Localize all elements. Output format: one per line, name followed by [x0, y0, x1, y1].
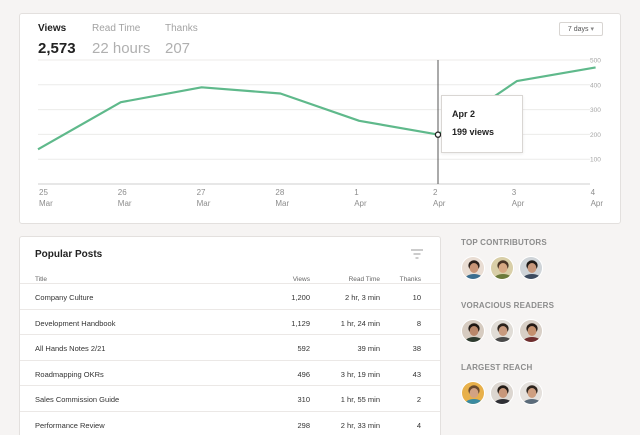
x-tick-label-day: 26 — [118, 188, 127, 197]
metric-read-time[interactable]: Read Time 22 hours — [92, 23, 150, 57]
column-header-thanks[interactable]: Thanks — [399, 276, 421, 283]
avatar[interactable] — [519, 381, 543, 405]
chevron-down-icon: ▾ — [590, 26, 595, 33]
post-views: 1,200 — [291, 293, 310, 302]
sidebar-section-title: VORACIOUS READERS — [461, 301, 555, 310]
chart-tooltip: Apr 2 199 views — [441, 95, 523, 153]
metric-views[interactable]: Views 2,573 — [38, 23, 76, 57]
avatar[interactable] — [490, 381, 514, 405]
table-header: Title Views Read Time Thanks — [20, 267, 440, 292]
x-tick-label-month: Mar — [118, 199, 132, 208]
post-read-time: 3 hr, 19 min — [340, 369, 380, 379]
y-axis-ticks: 100 200 300 400 500 — [590, 58, 601, 164]
avatar[interactable] — [519, 256, 543, 280]
x-tick-label-month: Apr — [591, 199, 604, 208]
series-points — [434, 131, 442, 138]
avatar[interactable] — [490, 319, 514, 343]
post-thanks: 8 — [416, 318, 421, 328]
x-tick-label-month: Apr — [354, 199, 367, 208]
post-read-time: 2 hr, 33 min — [340, 420, 380, 430]
popular-posts-card: Popular Posts Title Views Read Time Than… — [19, 236, 441, 435]
post-title[interactable]: Roadmapping OKRs — [35, 369, 104, 379]
avatar[interactable] — [461, 256, 485, 280]
avatar[interactable] — [461, 319, 485, 343]
x-tick-label-month: Mar — [275, 199, 289, 208]
x-tick-label-day: 1 — [354, 188, 359, 197]
x-tick-label-month: Mar — [197, 199, 211, 208]
post-read-time: 2 hr, 3 min — [344, 293, 380, 302]
sidebar-section-title: TOP CONTRIBUTORS — [461, 238, 547, 247]
views-chart: 100 200 300 400 500 25 Mar 26 Mar 27 Mar 28 Mar 1 Apr… — [37, 58, 603, 208]
highlight-point — [434, 131, 442, 138]
table-row[interactable]: Development Handbook 1,129 1 hr, 24 min 8 — [20, 308, 440, 334]
post-views: 310 — [297, 395, 310, 404]
column-header-views[interactable]: Views — [292, 276, 310, 283]
stats-card: Views 2,573 Read Time 22 hours Thanks 20… — [19, 13, 621, 224]
y-tick-label: 200 — [590, 132, 601, 139]
post-read-time: 1 hr, 24 min — [340, 318, 380, 328]
table-row[interactable]: Roadmapping OKRs 496 3 hr, 19 min 43 — [20, 359, 440, 385]
table-row[interactable]: Company Culture 1,200 2 hr, 3 min 10 — [20, 283, 440, 308]
x-tick-label-day: 4 — [591, 188, 596, 197]
metric-label: Read Time — [92, 23, 141, 34]
post-thanks: 10 — [412, 293, 421, 302]
x-tick-label-day: 2 — [433, 188, 438, 197]
table-row[interactable]: Sales Commission Guide 310 1 hr, 55 min 2 — [20, 385, 440, 410]
x-tick-label-month: Apr — [512, 199, 525, 208]
filter-icon[interactable] — [411, 249, 423, 259]
post-thanks: 2 — [416, 395, 421, 404]
metric-value: 22 hours — [92, 40, 151, 57]
post-views: 592 — [297, 344, 310, 353]
posts-title: Popular Posts — [35, 249, 103, 260]
metric-label: Thanks — [165, 23, 198, 34]
metric-value: 207 — [165, 40, 191, 57]
post-thanks: 4 — [416, 420, 421, 430]
range-select[interactable]: 7 days ▾ — [559, 22, 603, 36]
post-read-time: 1 hr, 55 min — [340, 395, 380, 404]
post-title[interactable]: Sales Commission Guide — [35, 395, 120, 404]
y-tick-label: 300 — [590, 107, 601, 114]
x-tick-label-day: 25 — [39, 188, 48, 197]
sidebar-section-title: LARGEST REACH — [461, 363, 533, 372]
x-axis-ticks: 25 Mar 26 Mar 27 Mar 28 Mar 1 Apr 2 Apr 3 Apr 4 Apr — [39, 188, 603, 208]
tooltip-date: Apr 2 — [452, 109, 476, 119]
x-tick-label-day: 28 — [275, 188, 284, 197]
metric-label: Views — [38, 23, 67, 34]
tooltip-value: 199 views — [452, 127, 495, 137]
column-header-read-time[interactable]: Read Time — [348, 276, 380, 283]
post-views: 298 — [297, 420, 310, 430]
post-title[interactable]: Company Culture — [35, 293, 94, 302]
range-label: 7 days — [567, 25, 589, 33]
x-tick-label-day: 3 — [512, 188, 517, 197]
post-thanks: 43 — [412, 369, 421, 379]
avatar[interactable] — [519, 319, 543, 343]
post-thanks: 38 — [412, 344, 421, 353]
x-tick-label-day: 27 — [197, 188, 206, 197]
x-tick-label-month: Apr — [433, 199, 446, 208]
table-row[interactable]: Performance Review 298 2 hr, 33 min 4 — [20, 410, 440, 435]
post-title[interactable]: Performance Review — [35, 420, 105, 430]
avatar-group — [461, 319, 543, 343]
avatar[interactable] — [461, 381, 485, 405]
avatar-group — [461, 256, 543, 280]
avatar[interactable] — [490, 256, 514, 280]
x-tick-label-month: Mar — [39, 199, 53, 208]
table-row[interactable]: All Hands Notes 2/21 592 39 min 38 — [20, 334, 440, 359]
metric-value: 2,573 — [38, 40, 76, 57]
post-views: 1,129 — [291, 318, 310, 328]
avatar-group — [461, 381, 543, 405]
post-title[interactable]: Development Handbook — [35, 318, 116, 328]
y-tick-label: 100 — [590, 157, 601, 164]
y-tick-label: 400 — [590, 82, 601, 89]
y-tick-label: 500 — [590, 58, 601, 65]
metric-thanks[interactable]: Thanks 207 — [165, 23, 198, 57]
post-read-time: 39 min — [357, 344, 380, 353]
column-header-title[interactable]: Title — [35, 276, 48, 283]
post-views: 496 — [297, 369, 310, 379]
series-line-views — [37, 66, 596, 151]
post-title[interactable]: All Hands Notes 2/21 — [35, 344, 106, 353]
